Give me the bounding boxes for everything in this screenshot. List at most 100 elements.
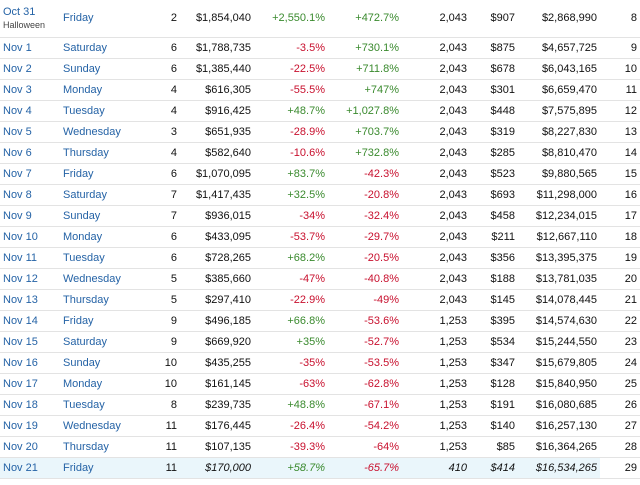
date-link[interactable]: Nov 16 <box>3 356 38 369</box>
theaters-count: 2,043 <box>439 41 467 54</box>
gross-to-date: $6,043,165 <box>541 62 597 75</box>
gross-to-date: $4,657,725 <box>541 41 597 54</box>
theaters-count: 2,043 <box>439 62 467 75</box>
rank-value: 11 <box>165 419 177 432</box>
day-number: 11 <box>625 83 637 96</box>
date-link[interactable]: Nov 17 <box>3 377 38 390</box>
theaters-count: 2,043 <box>439 209 467 222</box>
change-yesterday: +48.7% <box>287 104 325 117</box>
rank-value: 8 <box>170 398 177 411</box>
day-number: 15 <box>624 167 637 180</box>
date-link[interactable]: Nov 9 <box>3 209 32 222</box>
daily-gross: $433,095 <box>205 230 251 243</box>
date-link[interactable]: Nov 4 <box>3 104 32 117</box>
rank-value: 11 <box>165 440 177 453</box>
date-link[interactable]: Nov 10 <box>3 230 38 243</box>
date-link[interactable]: Nov 6 <box>3 146 32 159</box>
daily-gross: $435,255 <box>205 356 251 369</box>
gross-to-date: $13,781,035 <box>535 272 597 285</box>
date-link[interactable]: Oct 31 <box>3 6 36 19</box>
table-row: Nov 2 Sunday 6 $1,385,440 -22.5% +711.8% 2,043… <box>0 58 640 80</box>
table-row: Nov 19 Wednesday 11 $176,445 -26.4% -54.2% 1,2… <box>0 415 640 437</box>
date-link[interactable]: Nov 7 <box>3 167 32 180</box>
gross-to-date: $14,574,630 <box>535 314 597 327</box>
daily-gross: $176,445 <box>205 419 251 432</box>
day-of-week: Monday <box>63 230 103 243</box>
rank-value: 4 <box>170 83 177 96</box>
theater-average: $458 <box>490 209 515 222</box>
gross-to-date: $13,395,375 <box>535 251 597 264</box>
table-row: Nov 16 Sunday 10 $435,255 -35% -53.5% 1,253 $34… <box>0 352 640 374</box>
change-yesterday: -10.6% <box>290 146 325 159</box>
day-number: 18 <box>624 230 637 243</box>
date-link[interactable]: Nov 12 <box>3 272 38 285</box>
change-yesterday: -53.7% <box>290 230 325 243</box>
change-yesterday: +48.8% <box>287 398 325 411</box>
daily-gross: $1,070,095 <box>195 167 251 180</box>
day-number: 12 <box>624 104 637 117</box>
rank-value: 11 <box>165 461 177 474</box>
theaters-count: 1,253 <box>439 314 467 327</box>
theaters-count: 1,253 <box>439 398 467 411</box>
day-of-week: Wednesday <box>63 272 121 285</box>
theater-average: $85 <box>496 440 515 453</box>
day-number: 25 <box>624 377 637 390</box>
day-of-week: Tuesday <box>63 398 105 411</box>
date-link[interactable]: Nov 13 <box>3 293 38 306</box>
day-number: 8 <box>630 12 637 25</box>
daily-gross: $669,920 <box>205 335 251 348</box>
change-last-week: -65.7% <box>364 461 399 474</box>
change-last-week: -53.5% <box>364 356 399 369</box>
gross-to-date: $2,868,990 <box>541 12 597 25</box>
theater-average: $301 <box>490 83 515 96</box>
change-yesterday: +58.7% <box>287 461 325 474</box>
theater-average: $693 <box>490 188 515 201</box>
daily-gross: $916,425 <box>205 104 251 117</box>
date-link[interactable]: Nov 15 <box>3 335 38 348</box>
change-yesterday: +35% <box>296 335 325 348</box>
theater-average: $191 <box>490 398 515 411</box>
date-link[interactable]: Nov 21 <box>3 461 38 474</box>
date-link[interactable]: Nov 5 <box>3 125 32 138</box>
day-number: 17 <box>624 209 637 222</box>
theaters-count: 1,253 <box>439 335 467 348</box>
change-yesterday: -35% <box>299 356 325 369</box>
change-last-week: +730.1% <box>355 41 399 54</box>
rank-value: 9 <box>170 335 177 348</box>
rank-value: 2 <box>170 12 177 25</box>
rank-value: 6 <box>170 167 177 180</box>
day-number: 29 <box>624 461 637 474</box>
date-link[interactable]: Nov 2 <box>3 62 32 75</box>
table-row: Nov 1 Saturday 6 $1,788,735 -3.5% +730.1% 2,04… <box>0 37 640 59</box>
table-row: Nov 14 Friday 9 $496,185 +66.8% -53.6% 1,253 $3… <box>0 310 640 332</box>
table-row: Nov 13 Thursday 5 $297,410 -22.9% -49% 2,043 $1… <box>0 289 640 311</box>
theater-average: $319 <box>490 125 515 138</box>
day-of-week: Friday <box>63 12 94 25</box>
day-of-week: Monday <box>63 83 103 96</box>
theaters-count: 2,043 <box>439 251 467 264</box>
date-link[interactable]: Nov 11 <box>3 251 38 264</box>
change-yesterday: -39.3% <box>290 440 325 453</box>
change-last-week: +1,027.8% <box>346 104 399 117</box>
day-number: 28 <box>624 440 637 453</box>
date-link[interactable]: Nov 19 <box>3 419 38 432</box>
date-link[interactable]: Nov 20 <box>3 440 38 453</box>
table-row: Nov 17 Monday 10 $161,145 -63% -62.8% 1,253 $12… <box>0 373 640 395</box>
day-of-week: Saturday <box>63 41 108 54</box>
change-last-week: -29.7% <box>364 230 399 243</box>
gross-to-date: $16,257,130 <box>535 419 597 432</box>
change-yesterday: -28.9% <box>290 125 325 138</box>
date-link[interactable]: Nov 8 <box>3 188 32 201</box>
day-of-week: Sunday <box>63 356 101 369</box>
table-row: Nov 3 Monday 4 $616,305 -55.5% +747% 2,043 $301… <box>0 79 640 101</box>
change-last-week: -20.8% <box>364 188 399 201</box>
date-link[interactable]: Nov 3 <box>3 83 32 96</box>
date-link[interactable]: Nov 18 <box>3 398 38 411</box>
gross-to-date: $15,840,950 <box>535 377 597 390</box>
date-link[interactable]: Nov 14 <box>3 314 38 327</box>
date-link[interactable]: Nov 1 <box>3 41 32 54</box>
gross-to-date: $16,364,265 <box>535 440 597 453</box>
day-number: 13 <box>624 125 637 138</box>
gross-to-date: $8,227,830 <box>541 125 597 138</box>
